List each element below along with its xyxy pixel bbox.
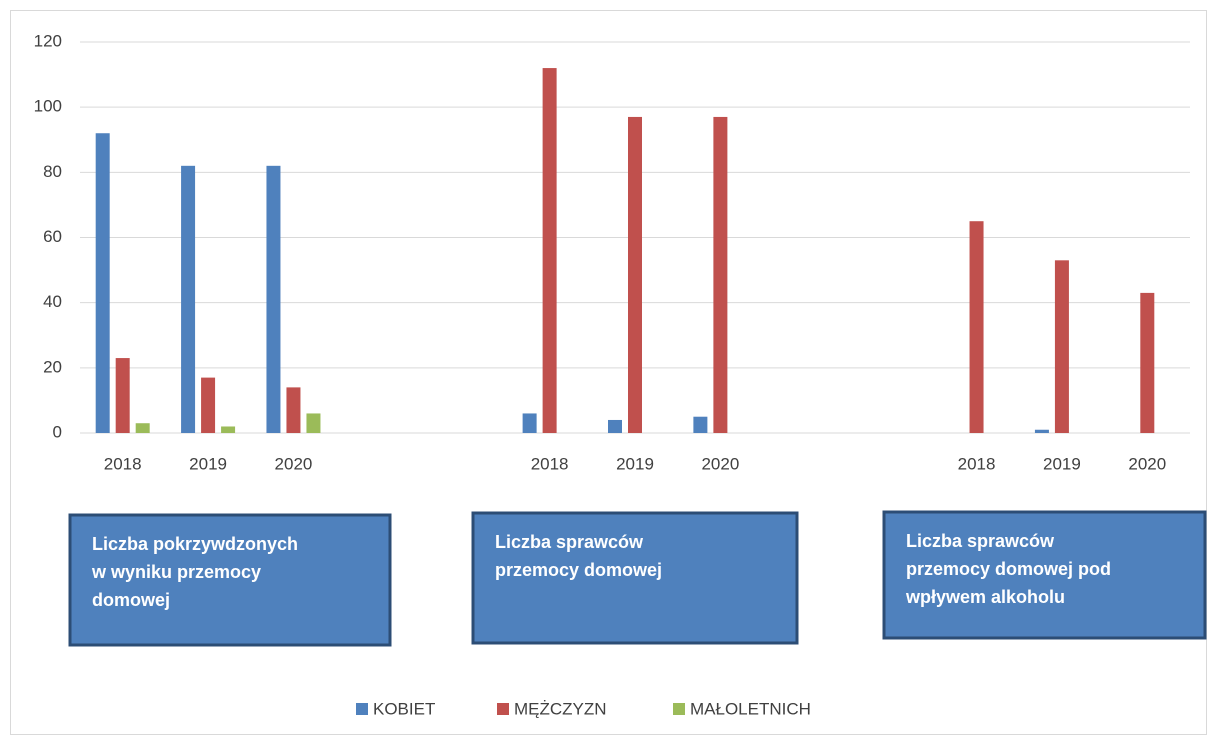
y-tick-label: 20 <box>43 357 62 376</box>
y-tick-label: 40 <box>43 292 62 311</box>
legend-label: KOBIET <box>373 699 435 718</box>
x-tick-label: 2019 <box>189 454 227 473</box>
x-tick-label: 2018 <box>104 454 142 473</box>
x-tick-label: 2020 <box>1128 454 1166 473</box>
annotation-text: przemocy domowej <box>495 560 662 580</box>
annotation-text: przemocy domowej pod <box>906 559 1111 579</box>
bar <box>969 221 984 433</box>
annotation-box <box>471 511 799 645</box>
y-tick-label: 80 <box>43 162 62 181</box>
annotation-text: wpływem alkoholu <box>905 587 1065 607</box>
bar <box>522 413 537 433</box>
bar <box>542 68 557 434</box>
annotation-box <box>68 513 392 647</box>
annotation-text: Liczba sprawców <box>495 532 644 552</box>
bar <box>713 116 728 434</box>
bar <box>95 133 110 433</box>
x-tick-label: 2020 <box>701 454 739 473</box>
x-tick-label: 2018 <box>958 454 996 473</box>
bar <box>286 387 301 433</box>
legend-swatch <box>497 703 509 715</box>
legend-swatch <box>673 703 685 715</box>
y-tick-label: 120 <box>34 31 62 50</box>
annotation-text: Liczba sprawców <box>906 531 1055 551</box>
x-tick-label: 2020 <box>275 454 313 473</box>
annotation-text: w wyniku przemocy <box>91 562 261 582</box>
legend-label: MĘŻCZYZN <box>514 699 607 718</box>
y-tick-label: 0 <box>53 422 62 441</box>
x-tick-label: 2019 <box>1043 454 1081 473</box>
bar <box>115 358 130 433</box>
annotation-text: Liczba pokrzywdzonych <box>92 534 298 554</box>
annotation-box <box>882 510 1207 640</box>
bar <box>266 165 281 434</box>
y-tick-label: 60 <box>43 227 62 246</box>
bar <box>1054 260 1069 433</box>
bar <box>693 416 708 433</box>
bar <box>628 116 642 434</box>
legend-label: MAŁOLETNICH <box>690 699 811 718</box>
bar <box>135 423 150 433</box>
annotation-text: domowej <box>92 590 170 610</box>
bar <box>221 426 236 433</box>
bar <box>1140 292 1155 433</box>
bar <box>1034 429 1049 433</box>
y-tick-label: 100 <box>34 97 62 116</box>
legend-swatch <box>356 703 368 715</box>
x-tick-label: 2018 <box>531 454 569 473</box>
bar <box>608 419 622 433</box>
x-tick-label: 2019 <box>616 454 654 473</box>
bar <box>306 413 321 433</box>
bar <box>201 377 216 433</box>
bar <box>181 165 196 434</box>
